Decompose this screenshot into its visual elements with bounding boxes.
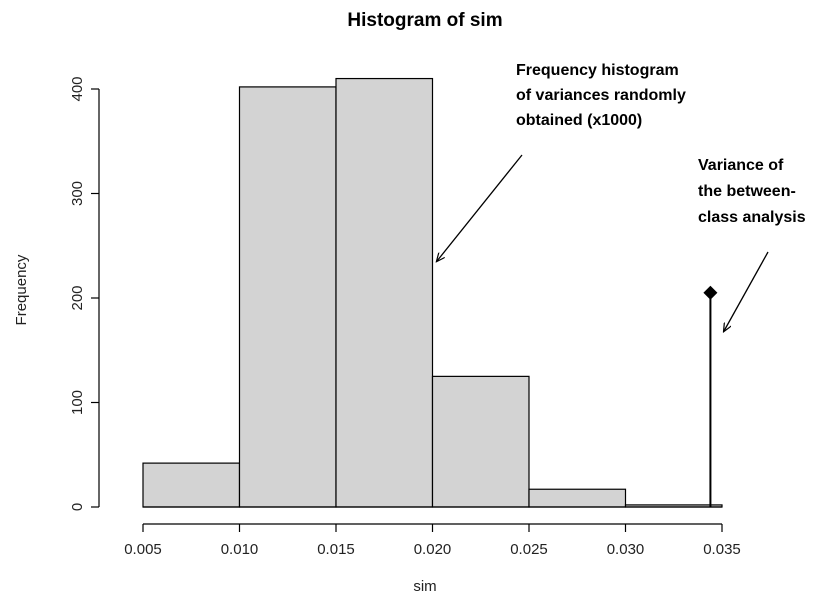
annotation-variance-line-1: Variance of (698, 157, 784, 174)
annotation-arrow-variance (724, 251, 769, 331)
x-tick-label: 0.030 (607, 541, 645, 558)
observed-marker-group (703, 285, 718, 507)
x-tick-label: 0.015 (317, 541, 355, 558)
annotation-histogram-line-3: obtained (x1000) (516, 112, 642, 129)
y-tick-label: 200 (69, 285, 86, 310)
annotation-variance-line-3: class analysis (698, 209, 806, 226)
histogram-bar-4 (431, 375, 530, 508)
x-axis-label: sim (413, 578, 436, 595)
x-tick-label: 0.035 (703, 541, 741, 558)
x-tick-label: 0.025 (510, 541, 548, 558)
histogram-bar-1 (142, 462, 241, 508)
x-tick-label: 0.005 (124, 541, 162, 558)
y-axis-label: Frequency (13, 254, 30, 325)
annotation-arrow-histogram (437, 154, 523, 261)
axes-group: 0.005 0.010 0.015 0.020 0.025 0.030 0.035 0 100 2… (69, 76, 741, 558)
histogram-bar-5 (528, 488, 627, 508)
annotation-histogram-line-2: of variances randomly (516, 87, 686, 104)
annotation-variance-line-2: the between- (698, 183, 796, 200)
chart-title: Histogram of sim (347, 10, 502, 31)
histogram-bar-2 (238, 86, 337, 508)
y-tick-label: 400 (69, 76, 86, 101)
histogram-bar-3 (335, 77, 434, 508)
x-tick-label: 0.020 (414, 541, 452, 558)
y-tick-label: 100 (69, 390, 86, 415)
y-tick-label: 0 (69, 503, 86, 511)
x-tick-label: 0.010 (221, 541, 259, 558)
annotations-group: Frequency histogram of variances randoml… (437, 62, 806, 331)
annotation-histogram-line-1: Frequency histogram (516, 62, 679, 79)
observed-value-diamond (703, 285, 718, 300)
bars-group (142, 77, 723, 508)
y-tick-label: 300 (69, 181, 86, 206)
